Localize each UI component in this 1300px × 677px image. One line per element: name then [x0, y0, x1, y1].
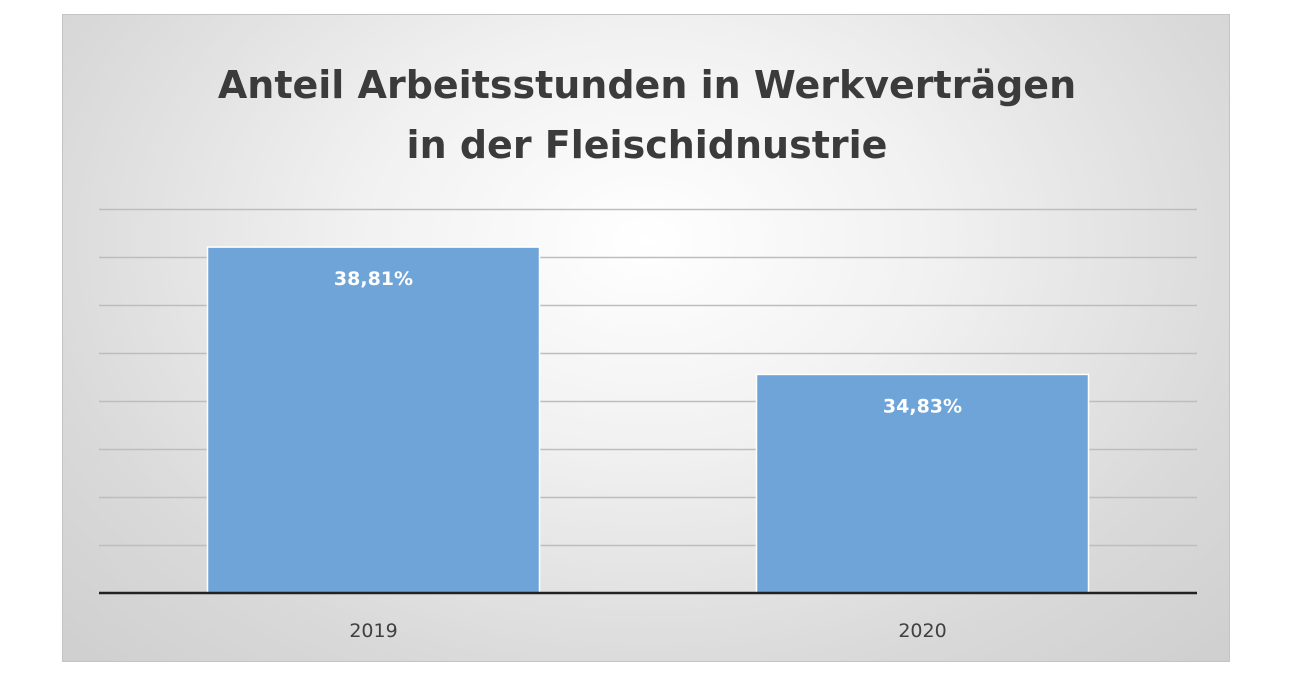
x-tick-label: 2019	[349, 620, 397, 642]
bar	[206, 246, 541, 594]
plot-area: 38,81% 2019 34,83% 2020	[99, 208, 1197, 642]
data-label: 34,83%	[883, 395, 962, 417]
data-label: 38,81%	[334, 268, 413, 290]
x-tick-label: 2020	[898, 620, 946, 642]
chart-title: Anteil Arbeitsstunden in Werkverträgen i…	[63, 55, 1231, 175]
chart-panel: Anteil Arbeitsstunden in Werkverträgen i…	[62, 14, 1230, 662]
chart-title-line-2: in der Fleischidnustrie	[406, 123, 888, 167]
bar	[755, 373, 1090, 594]
chart-title-line-1: Anteil Arbeitsstunden in Werkverträgen	[217, 63, 1077, 107]
